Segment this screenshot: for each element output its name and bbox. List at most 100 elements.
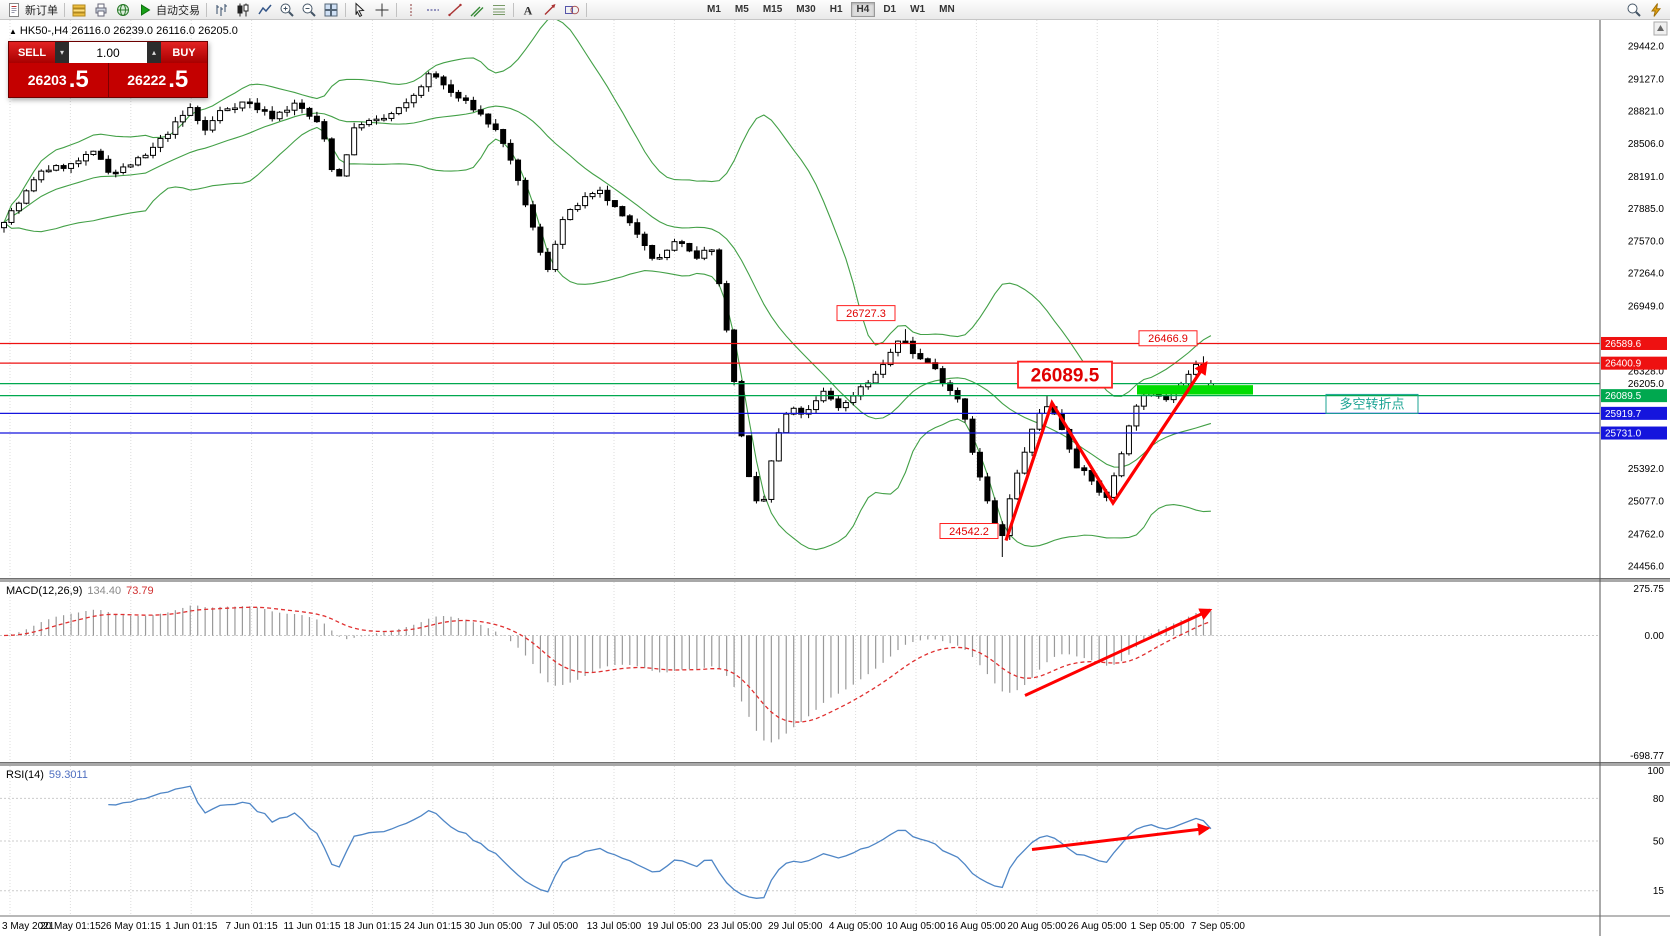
- support-zone-rectangle[interactable]: [1137, 385, 1253, 395]
- autotrading-label: 自动交易: [156, 4, 200, 17]
- quick-trade-button[interactable]: [1645, 1, 1667, 19]
- candles-icon: [235, 2, 251, 18]
- scroll-up-icon: [1657, 25, 1664, 31]
- time-tick-label: 7 Jun 01:15: [225, 921, 278, 932]
- trend-zigzag-arrow[interactable]: [1004, 361, 1208, 542]
- fibonacci-tool-button[interactable]: [488, 1, 510, 19]
- line-chart-mode-button[interactable]: [254, 1, 276, 19]
- panel-separator[interactable]: [0, 578, 1670, 582]
- rsi-indicator-label: RSI(14) 59.3011: [6, 769, 88, 781]
- chart-profiles-button[interactable]: [68, 1, 90, 19]
- channel-icon: [469, 2, 485, 18]
- zoomout-icon: [301, 2, 317, 18]
- time-tick-label: 11 Jun 01:15: [283, 921, 341, 932]
- arrowline-icon: [542, 2, 558, 18]
- zoom-in-button[interactable]: [276, 1, 298, 19]
- fibo-icon: [491, 2, 507, 18]
- market-news-button[interactable]: [112, 1, 134, 19]
- price-annotation-26727.3[interactable]: 26727.3: [836, 305, 896, 322]
- time-tick-label: 7 Jul 05:00: [529, 921, 578, 932]
- sell-price-frac: .5: [68, 66, 89, 93]
- time-tick-label: 18 Jun 01:15: [343, 921, 401, 932]
- price-annotation-26089.5[interactable]: 26089.5: [1017, 360, 1113, 389]
- timeframe-w1-button[interactable]: W1: [910, 4, 926, 15]
- svg-text:26466.9: 26466.9: [1148, 333, 1188, 345]
- timeframe-m5-button[interactable]: M5: [734, 4, 749, 15]
- toolbar-separator: [206, 2, 207, 17]
- price-tick-label: 27570.0: [1628, 237, 1665, 248]
- text-tool-button[interactable]: A: [517, 1, 539, 19]
- cursor-tool-button[interactable]: [349, 1, 371, 19]
- buy-button[interactable]: BUY: [161, 42, 207, 63]
- svg-text:50: 50: [1653, 837, 1665, 848]
- arrow-tool-button[interactable]: [539, 1, 561, 19]
- sell-button[interactable]: SELL: [9, 42, 55, 63]
- toolbar-separator: [513, 2, 514, 17]
- sell-price-main: 26203: [27, 72, 67, 88]
- candlestick-mode-button[interactable]: [232, 1, 254, 19]
- tile-icon: [323, 2, 339, 18]
- scroll-up-button[interactable]: [1653, 21, 1668, 36]
- horizontal-line-tool-button[interactable]: [422, 1, 444, 19]
- price-annotation-26466.9[interactable]: 26466.9: [1138, 330, 1198, 347]
- price-tick-label: 25077.0: [1628, 497, 1665, 508]
- vertical-line-tool-button[interactable]: [400, 1, 422, 19]
- bars-icon: [213, 2, 229, 18]
- zoom-out-button[interactable]: [298, 1, 320, 19]
- crosshair-tool-button[interactable]: [371, 1, 393, 19]
- trend-icon: [447, 2, 463, 18]
- price-tick-label: 29127.0: [1628, 74, 1665, 85]
- shapes-tool-button[interactable]: [561, 1, 583, 19]
- svg-text:0.00: 0.00: [1645, 631, 1665, 642]
- bollinger-middle-band: [3, 105, 1212, 468]
- bollinger-upper-band: [3, 20, 1212, 397]
- svg-text:100: 100: [1647, 766, 1664, 777]
- macd-indicator-label: MACD(12,26,9) 134.40 73.79: [6, 585, 154, 597]
- svg-text:26089.5: 26089.5: [1605, 391, 1642, 402]
- timeframe-d1-button[interactable]: D1: [883, 4, 897, 15]
- new-order-button[interactable]: 新订单: [3, 1, 61, 19]
- timeframe-h1-button[interactable]: H1: [829, 4, 843, 15]
- volume-input[interactable]: [69, 42, 147, 63]
- toolbar-separator: [345, 2, 346, 17]
- buy-price[interactable]: 26222 .5: [107, 63, 208, 97]
- price-annotation-24542.2[interactable]: 24542.2: [939, 523, 999, 540]
- shapes-icon: [564, 2, 580, 18]
- volume-increase-button[interactable]: ▴: [147, 42, 161, 63]
- trendline-tool-button[interactable]: [444, 1, 466, 19]
- print-chart-button[interactable]: [90, 1, 112, 19]
- timeframe-m30-button[interactable]: M30: [796, 4, 816, 15]
- timeframe-h4-button[interactable]: H4: [850, 2, 876, 17]
- sell-price[interactable]: 26203 .5: [9, 63, 108, 97]
- rsi-name: RSI(14): [6, 769, 44, 781]
- macd-trend-arrow[interactable]: [1024, 608, 1213, 697]
- rsi-trend-arrow[interactable]: [1031, 823, 1211, 852]
- svg-text:275.75: 275.75: [1633, 584, 1664, 595]
- channel-tool-button[interactable]: [466, 1, 488, 19]
- time-tick-label: 7 Sep 05:00: [1191, 921, 1245, 932]
- time-tick-label: 29 Jul 05:00: [768, 921, 823, 932]
- tile-windows-button[interactable]: [320, 1, 342, 19]
- trade-panel-controls: SELL ▾ ▴ BUY: [9, 42, 207, 63]
- timeframe-m15-button[interactable]: M15: [762, 4, 783, 15]
- price-tick-label: 27264.0: [1628, 269, 1665, 280]
- timeframe-mn-button[interactable]: MN: [939, 4, 955, 15]
- bar-chart-mode-button[interactable]: [210, 1, 232, 19]
- autotrading-button[interactable]: 自动交易: [134, 1, 203, 19]
- rsi-value: 59.3011: [48, 769, 88, 781]
- main-plot[interactable]: 26727.3 26466.9 26089.5 24542.2 多空转折点: [0, 19, 1600, 558]
- time-tick-label: 1 Jun 01:15: [165, 921, 218, 932]
- panel-separator[interactable]: [0, 762, 1670, 766]
- volume-decrease-button[interactable]: ▾: [55, 42, 69, 63]
- toolbar-right-group: [1623, 1, 1667, 19]
- globe-icon: [115, 2, 131, 18]
- timeframe-m1-button[interactable]: M1: [707, 4, 721, 15]
- turning-point-note[interactable]: 多空转折点: [1325, 393, 1419, 414]
- price-tick-label: 28191.0: [1628, 172, 1665, 183]
- timeframe-group: M1 M5 M15 M30 H1 H4 D1 W1 MN: [700, 2, 962, 17]
- svg-text:80: 80: [1653, 794, 1665, 805]
- search-symbol-button[interactable]: [1623, 1, 1645, 19]
- chart-title-text: HK50-,H4 26116.0 26239.0 26116.0 26205.0: [19, 25, 238, 37]
